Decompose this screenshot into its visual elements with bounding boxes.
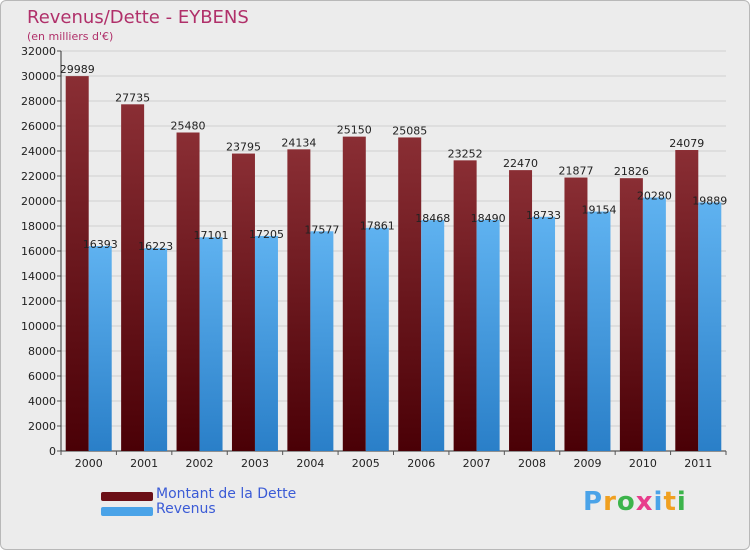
bar-debt — [619, 178, 643, 452]
bar-debt — [287, 149, 311, 451]
data-label-revenue: 17861 — [360, 220, 395, 233]
data-label-debt: 29989 — [60, 63, 95, 76]
x-tick-label: 2008 — [518, 457, 546, 470]
x-tick-label: 2006 — [407, 457, 435, 470]
x-tick-label: 2010 — [629, 457, 657, 470]
bar-revenue — [310, 231, 334, 451]
data-label-debt: 27735 — [115, 91, 150, 104]
proxiti-logo: Proxiti — [583, 487, 687, 517]
data-label-debt: 24134 — [281, 136, 316, 149]
bar-revenue — [532, 216, 556, 451]
data-label-revenue: 17577 — [304, 223, 339, 236]
data-label-revenue: 19889 — [692, 194, 727, 207]
data-label-revenue: 17101 — [194, 229, 229, 242]
data-label-debt: 23252 — [448, 147, 483, 160]
data-label-debt: 23795 — [226, 141, 261, 154]
chart-title: Revenus/Dette - EYBENS — [27, 7, 249, 28]
y-tick-label: 28000 — [21, 95, 56, 108]
data-label-debt: 21877 — [558, 165, 593, 178]
legend-swatch-revenue — [101, 507, 153, 516]
y-tick-label: 18000 — [21, 220, 56, 233]
bar-debt — [509, 170, 533, 451]
logo-letter: i — [653, 487, 664, 517]
x-tick-label: 2003 — [241, 457, 269, 470]
legend-swatch-debt — [101, 492, 153, 501]
bar-debt — [231, 153, 255, 451]
y-tick-label: 2000 — [28, 420, 56, 433]
y-tick-label: 32000 — [21, 45, 56, 58]
y-tick-label: 10000 — [21, 320, 56, 333]
x-tick-label: 2011 — [684, 457, 712, 470]
data-label-revenue: 17205 — [249, 228, 284, 241]
bar-revenue — [254, 235, 278, 451]
bar-revenue — [587, 211, 611, 451]
x-tick-label: 2004 — [296, 457, 324, 470]
bar-debt — [121, 104, 145, 451]
chart-subtitle: (en milliers d'€) — [27, 30, 114, 43]
bar-debt — [675, 150, 699, 451]
x-tick-label: 2000 — [75, 457, 103, 470]
logo-letter: r — [603, 487, 617, 517]
y-tick-label: 0 — [49, 445, 56, 458]
x-tick-label: 2009 — [573, 457, 601, 470]
bar-revenue — [144, 248, 168, 451]
logo-letter: t — [663, 487, 677, 517]
legend-label-debt: Montant de la Dette — [156, 486, 297, 502]
y-tick-label: 20000 — [21, 195, 56, 208]
x-tick-label: 2005 — [352, 457, 380, 470]
data-label-debt: 22470 — [503, 157, 538, 170]
bar-debt — [453, 160, 477, 451]
data-label-debt: 25150 — [337, 124, 372, 137]
y-tick-label: 30000 — [21, 70, 56, 83]
bar-revenue — [476, 219, 500, 451]
y-tick-label: 14000 — [21, 270, 56, 283]
y-tick-label: 16000 — [21, 245, 56, 258]
data-label-debt: 25480 — [171, 120, 206, 133]
logo-letter: P — [583, 487, 604, 517]
y-tick-label: 4000 — [28, 395, 56, 408]
y-tick-label: 24000 — [21, 145, 56, 158]
logo-letter: x — [635, 487, 654, 517]
y-tick-label: 26000 — [21, 120, 56, 133]
y-tick-label: 22000 — [21, 170, 56, 183]
data-label-revenue: 18468 — [415, 212, 450, 225]
data-label-debt: 24079 — [669, 137, 704, 150]
data-label-revenue: 19154 — [581, 204, 616, 217]
bar-debt — [176, 132, 200, 451]
y-tick-label: 12000 — [21, 295, 56, 308]
bar-revenue — [365, 227, 389, 451]
x-tick-label: 2001 — [130, 457, 158, 470]
legend-label-revenue: Revenus — [156, 501, 216, 517]
bar-revenue — [199, 237, 223, 451]
data-label-revenue: 16223 — [138, 240, 173, 253]
data-label-revenue: 20280 — [637, 190, 672, 203]
bar-debt — [65, 76, 89, 451]
logo-letter: i — [676, 487, 687, 517]
bar-debt — [564, 177, 588, 451]
bar-debt — [342, 136, 366, 451]
y-tick-label: 8000 — [28, 345, 56, 358]
x-tick-label: 2007 — [463, 457, 491, 470]
bar-revenue — [698, 202, 722, 451]
x-tick-label: 2002 — [186, 457, 214, 470]
data-label-debt: 21826 — [614, 165, 649, 178]
bar-debt — [398, 137, 422, 451]
bar-revenue — [642, 197, 666, 451]
data-label-debt: 25085 — [392, 124, 427, 137]
data-label-revenue: 16393 — [83, 238, 118, 251]
bar-revenue — [421, 220, 445, 451]
y-tick-label: 6000 — [28, 370, 56, 383]
data-label-revenue: 18733 — [526, 209, 561, 222]
data-label-revenue: 18490 — [471, 212, 506, 225]
bar-revenue — [88, 246, 112, 451]
logo-letter: o — [616, 487, 636, 517]
